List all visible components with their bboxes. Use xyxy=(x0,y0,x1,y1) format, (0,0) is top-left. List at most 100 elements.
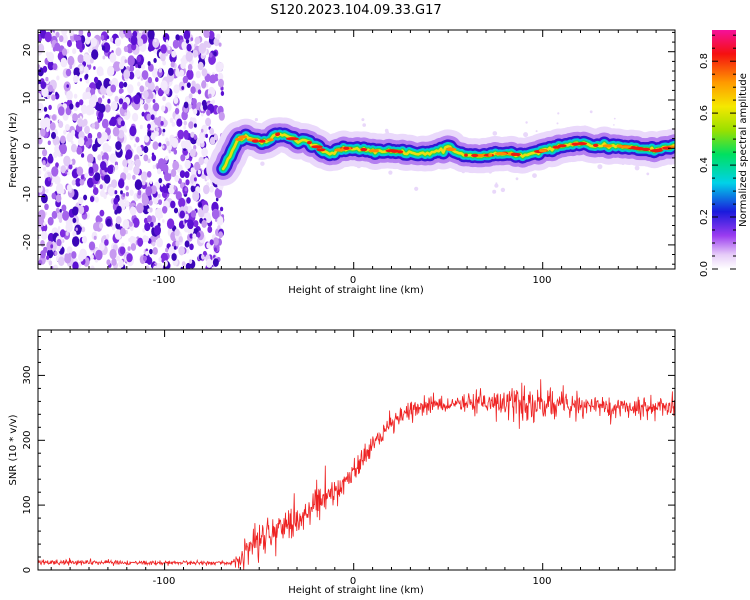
noise-speck xyxy=(163,188,167,194)
noise-speck xyxy=(152,141,159,150)
noise-speck xyxy=(155,85,159,92)
noise-speck xyxy=(137,38,144,47)
noise-speck xyxy=(141,195,149,206)
noise-speck xyxy=(162,119,168,128)
noise-speck xyxy=(94,196,99,203)
noise-speck xyxy=(51,192,57,200)
ridge-peak xyxy=(471,153,479,158)
noise-speck xyxy=(150,185,157,195)
noise-speck xyxy=(138,149,143,156)
noise-speck xyxy=(72,113,78,122)
noise-speck xyxy=(134,179,143,191)
noise-speck xyxy=(218,231,224,239)
noise-speck xyxy=(191,98,197,106)
noise-speck xyxy=(123,69,131,80)
ridge-band-yellow xyxy=(221,132,675,171)
ridge-peak xyxy=(235,137,244,141)
top-x-tick-label-2: 100 xyxy=(532,275,551,286)
noise-speck xyxy=(88,48,92,53)
noise-speck xyxy=(166,140,170,147)
noise-speck xyxy=(120,120,125,127)
noise-speck xyxy=(196,231,201,238)
noise-speck xyxy=(111,258,117,266)
noise-speck xyxy=(83,205,89,213)
noise-speck xyxy=(174,228,180,237)
noise-speck xyxy=(99,242,105,251)
noise-speck xyxy=(180,154,186,162)
noise-speck xyxy=(218,111,225,121)
noise-speck xyxy=(192,233,197,240)
ridge-peak xyxy=(445,147,457,151)
ridge-peak xyxy=(390,149,400,153)
ridge-peak xyxy=(360,147,367,152)
noise-speck xyxy=(197,169,201,175)
faint-speck xyxy=(646,172,650,176)
noise-speck xyxy=(53,264,59,269)
noise-speck xyxy=(170,200,176,209)
noise-speck xyxy=(93,66,96,70)
colorbar-gradient xyxy=(712,30,736,269)
noise-speck xyxy=(156,262,163,269)
noise-speck xyxy=(95,215,102,224)
noise-speck xyxy=(72,236,80,247)
noise-speck xyxy=(160,53,166,62)
bottom-y-tick-label-0: 0 xyxy=(22,567,33,573)
noise-speck xyxy=(56,245,61,252)
top-y-tick-label-4: 20 xyxy=(22,44,33,57)
noise-speck xyxy=(103,174,111,184)
noise-speck xyxy=(47,232,55,243)
noise-speck xyxy=(193,177,197,182)
noise-speck xyxy=(89,107,95,115)
noise-speck xyxy=(152,99,156,103)
noise-speck xyxy=(166,218,175,229)
noise-speck xyxy=(88,162,92,168)
noise-speck xyxy=(213,247,217,252)
ridge-peak xyxy=(516,153,520,157)
noise-speck xyxy=(100,161,107,171)
noise-speck xyxy=(41,230,48,240)
noise-speck xyxy=(161,132,165,137)
bottom-y-axis-label: SNR (10 * v/v) xyxy=(8,414,19,485)
noise-speck xyxy=(115,47,122,57)
noise-speck xyxy=(110,37,114,43)
noise-speck xyxy=(203,184,210,195)
noise-speck xyxy=(137,81,141,87)
ridge-peak xyxy=(602,144,613,148)
noise-speck xyxy=(220,91,225,96)
noise-speck xyxy=(161,145,165,149)
faint-speck xyxy=(515,177,519,181)
noise-speck xyxy=(107,145,112,152)
noise-speck xyxy=(185,262,191,269)
noise-speck xyxy=(206,258,213,268)
noise-speck xyxy=(164,155,169,161)
noise-speck xyxy=(114,37,122,47)
ridge-peak xyxy=(374,149,379,153)
noise-speck xyxy=(149,180,153,185)
noise-speck xyxy=(171,50,177,58)
noise-speck xyxy=(193,145,197,150)
noise-speck xyxy=(122,193,126,197)
top-y-axis-label: Frequency (Hz) xyxy=(8,112,19,188)
noise-speck xyxy=(186,69,194,80)
noise-speck xyxy=(55,194,62,203)
noise-speck xyxy=(189,93,193,99)
noise-speck xyxy=(172,160,180,171)
noise-speck xyxy=(194,161,201,171)
noise-speck xyxy=(85,73,89,79)
noise-speck xyxy=(55,183,64,195)
colorbar-ticks xyxy=(712,34,736,270)
noise-speck xyxy=(100,151,104,156)
noise-speck xyxy=(75,178,82,187)
noise-speck xyxy=(161,105,166,112)
noise-speck xyxy=(113,197,119,205)
noise-speck xyxy=(102,55,106,60)
noise-speck xyxy=(85,37,91,45)
faint-speck xyxy=(361,118,365,122)
noise-speck xyxy=(38,169,42,176)
noise-speck xyxy=(104,104,111,113)
noise-speck xyxy=(185,51,193,62)
noise-speck xyxy=(146,215,152,223)
noise-speck xyxy=(72,48,77,55)
noise-speck xyxy=(116,255,120,262)
noise-speck xyxy=(129,125,137,137)
